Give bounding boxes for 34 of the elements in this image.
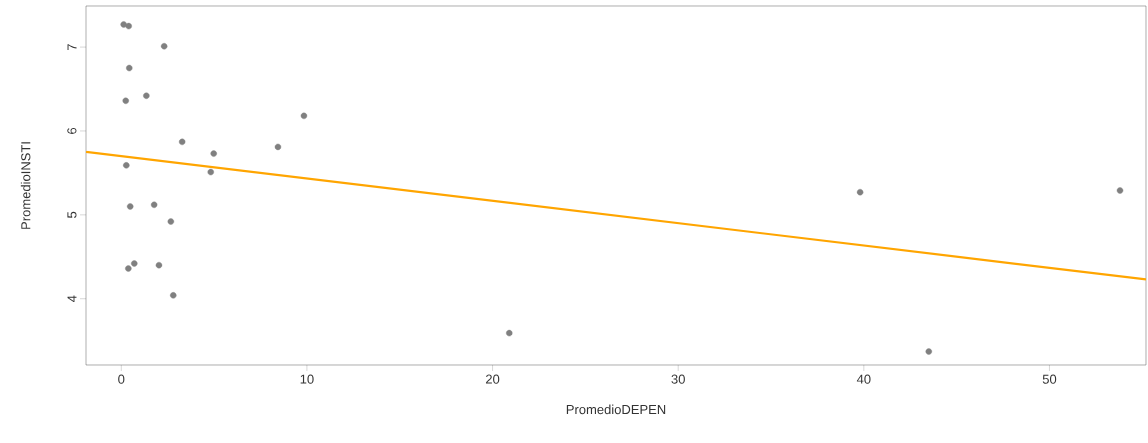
y-axis-title: PromedioINSTI	[20, 142, 31, 229]
point	[126, 64, 133, 72]
point	[170, 292, 177, 299]
point	[210, 150, 217, 157]
point	[925, 348, 932, 355]
y-tick-label: 4	[67, 295, 77, 303]
point	[150, 201, 158, 208]
point	[155, 261, 163, 269]
point	[123, 162, 130, 169]
x-tick-label: 30	[671, 374, 685, 384]
x-axis-title: PromedioDEPEN	[566, 404, 666, 415]
point	[178, 138, 186, 146]
x-tick-label: 10	[300, 374, 314, 384]
point	[125, 22, 132, 30]
x-tick-label: 40	[856, 374, 871, 384]
y-tick-label: 6	[67, 127, 77, 134]
x-tick-label: 50	[1042, 374, 1057, 384]
point	[122, 97, 129, 104]
point	[300, 112, 308, 120]
point	[274, 143, 282, 151]
y-tick-label: 5	[67, 211, 77, 218]
point	[160, 43, 168, 50]
point	[1116, 187, 1124, 194]
point	[125, 265, 132, 272]
x-tick-label: 20	[485, 374, 500, 384]
point	[167, 218, 175, 225]
point	[131, 260, 138, 267]
x-tick-label: 0	[118, 374, 125, 384]
point	[143, 92, 150, 99]
point	[506, 329, 513, 337]
point	[856, 189, 864, 196]
point	[126, 203, 134, 210]
point	[207, 168, 214, 176]
y-tick-label: 7	[67, 44, 77, 51]
